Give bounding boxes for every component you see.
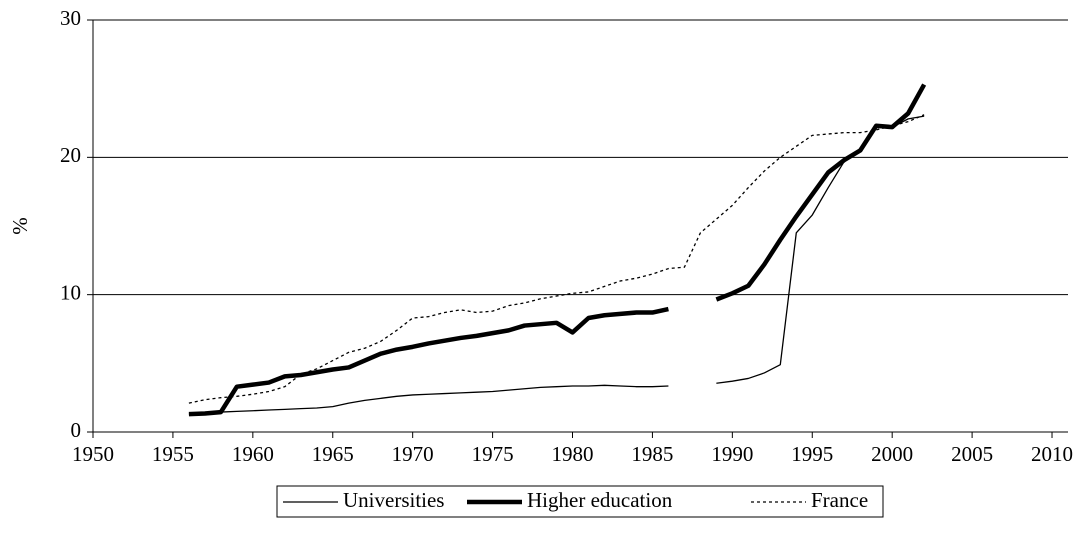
y-axis-label: %: [8, 217, 32, 235]
x-tick-label: 1960: [232, 442, 274, 466]
series-line: [188, 83, 927, 417]
x-tick-label: 1955: [152, 442, 194, 466]
y-tick-label: 20: [60, 143, 81, 167]
x-tick-label: 1965: [312, 442, 354, 466]
x-tick-label: 2000: [871, 442, 913, 466]
x-tick-label: 1995: [791, 442, 833, 466]
plot-area: [93, 20, 1068, 432]
series-line: [188, 114, 925, 404]
legend-label: France: [811, 488, 868, 512]
y-tick-label: 30: [60, 6, 81, 30]
x-tick-label: 1975: [472, 442, 514, 466]
legend-label: Higher education: [527, 488, 673, 512]
x-tick-label: 1985: [631, 442, 673, 466]
x-tick-label: 1980: [552, 442, 594, 466]
y-tick-label: 0: [71, 418, 82, 442]
y-tick-label: 10: [60, 280, 81, 304]
x-tick-label: 1950: [72, 442, 114, 466]
x-tick-label: 2005: [951, 442, 993, 466]
x-tick-label: 2010: [1031, 442, 1073, 466]
legend-label: Universities: [343, 488, 444, 512]
x-tick-label: 1970: [392, 442, 434, 466]
x-tick-label: 1990: [711, 442, 753, 466]
series-line: [188, 115, 925, 415]
